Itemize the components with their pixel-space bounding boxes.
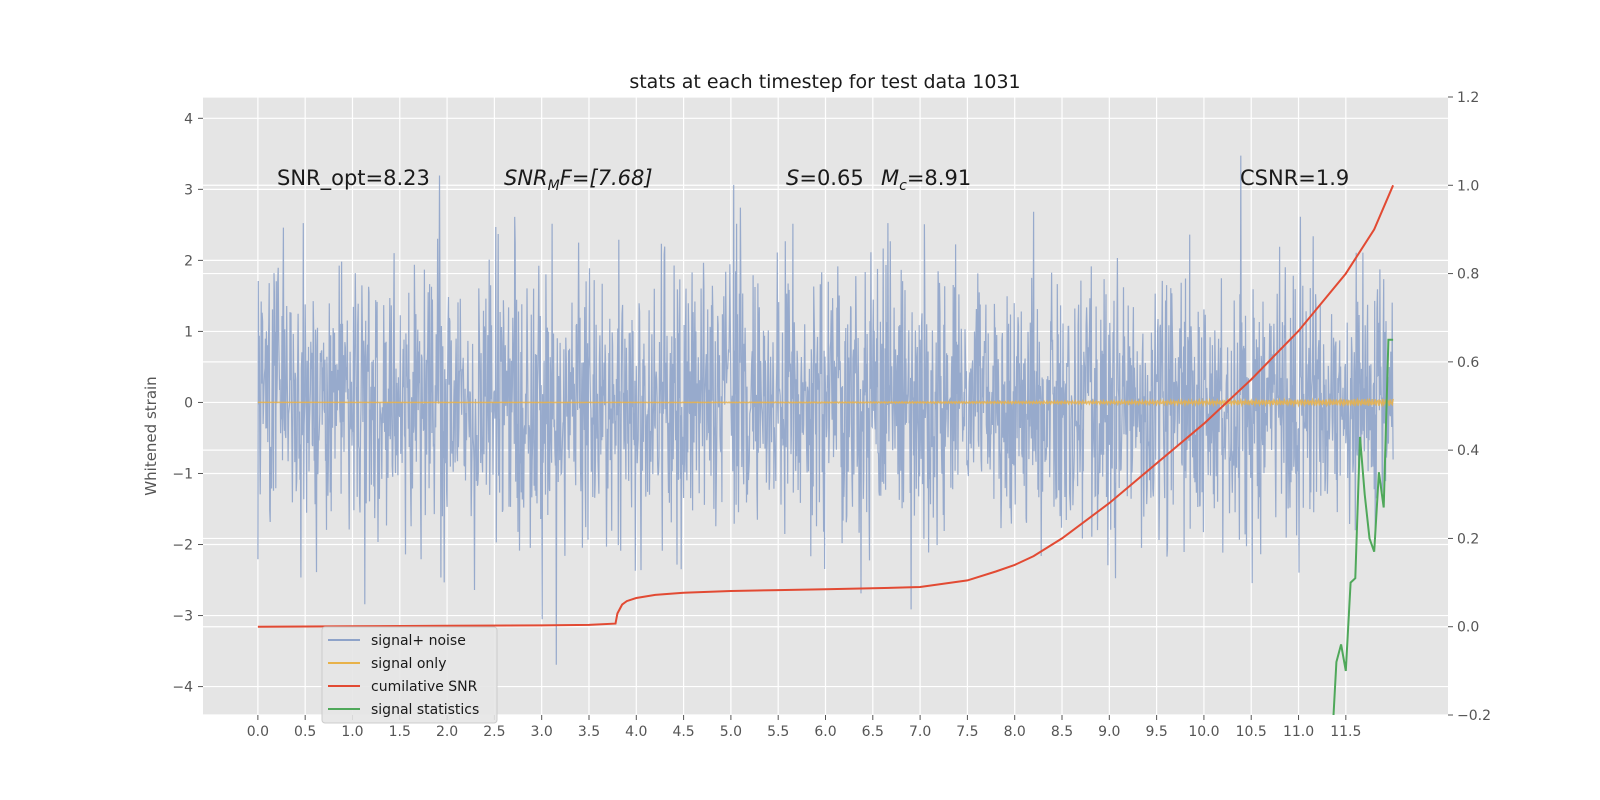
y2-tick-label: 0.2 [1457,531,1479,547]
chart-title: stats at each timestep for test data 103… [629,71,1020,93]
y2-tick-label: 0.6 [1457,355,1479,371]
x-tick-label: 5.0 [720,724,742,740]
x-tick-label: 7.0 [909,724,931,740]
legend-label-stat: signal statistics [371,702,479,718]
x-tick-label: 0.0 [247,724,269,740]
y2-tick-label: 0.4 [1457,443,1479,459]
x-tick-label: 1.5 [389,724,411,740]
annotation-mc: Mc=8.91 [881,166,971,194]
series-layer [257,155,1395,715]
x-tick-label: 8.5 [1051,724,1073,740]
x-tick-label: 11.0 [1283,724,1314,740]
x-tick-label: 5.5 [767,724,789,740]
x-tick-label: 7.5 [956,724,978,740]
y-tick-label: −1 [172,466,193,482]
x-tick-label: 11.5 [1330,724,1361,740]
y2-tick-label: 0.0 [1457,620,1479,636]
y-tick-label: −4 [172,680,193,696]
annotation-csnr: CSNR=1.9 [1240,166,1349,190]
y2-tick-label: −0.2 [1457,708,1491,724]
y-tick-label: −2 [172,538,193,554]
x-tick-label: 0.5 [294,724,316,740]
legend-label-snr: cumilative SNR [371,679,478,695]
x-tick-label: 2.5 [483,724,505,740]
x-tick-label: 6.0 [814,724,836,740]
x-tick-label: 3.0 [531,724,553,740]
x-tick-label: 4.5 [672,724,694,740]
legend-label-signal: signal only [371,656,446,672]
right-axis-series [257,184,1395,715]
x-tick-label: 9.5 [1145,724,1167,740]
annotation-snr-opt: SNR_opt=8.23 [277,166,430,191]
x-tick-label: 1.0 [341,724,363,740]
series-signal-plus-noise [257,155,1394,665]
y-tick-label: 0 [184,395,193,411]
y-tick-label: 4 [184,111,193,127]
annotations: SNR_opt=8.23 SNRMF=[7.68] S=0.65 Mc=8.91… [277,166,1349,194]
legend-box [321,626,498,724]
y2-tick-label: 0.8 [1457,267,1479,283]
y-tick-label: 2 [184,253,193,269]
x-tick-label: 2.0 [436,724,458,740]
legend-label-noise: signal+ noise [371,633,466,649]
annotation-snr-mf: SNRMF=[7.68] [504,166,653,194]
x-tick-label: 10.0 [1188,724,1219,740]
y-axis-label: Whitened strain [142,376,160,495]
y-tick-label: 3 [184,182,193,198]
annotation-s: S=0.65 [786,166,864,190]
series-signal-statistics [1332,338,1394,715]
series-cumulative-snr [257,184,1395,628]
y2-tick-label: 1.0 [1457,178,1479,194]
y-tick-label: −3 [172,609,193,625]
x-tick-label: 8.0 [1004,724,1026,740]
y-tick-label: 1 [184,324,193,340]
x-tick-label: 9.0 [1098,724,1120,740]
axis-ticks: 0.0 0.5 1.0 1.5 2.0 2.5 3.0 3.5 4.0 4.5 5.0 5.5 6.0 6… [172,90,1491,740]
x-tick-label: 6.5 [862,724,884,740]
y2-tick-label: 1.2 [1457,90,1479,106]
legend: signal+ noise signal only cumilative SNR… [321,626,498,724]
series-signal-only [257,396,1394,408]
x-tick-label: 4.0 [625,724,647,740]
x-tick-label: 10.5 [1236,724,1267,740]
x-tick-label: 3.5 [578,724,600,740]
